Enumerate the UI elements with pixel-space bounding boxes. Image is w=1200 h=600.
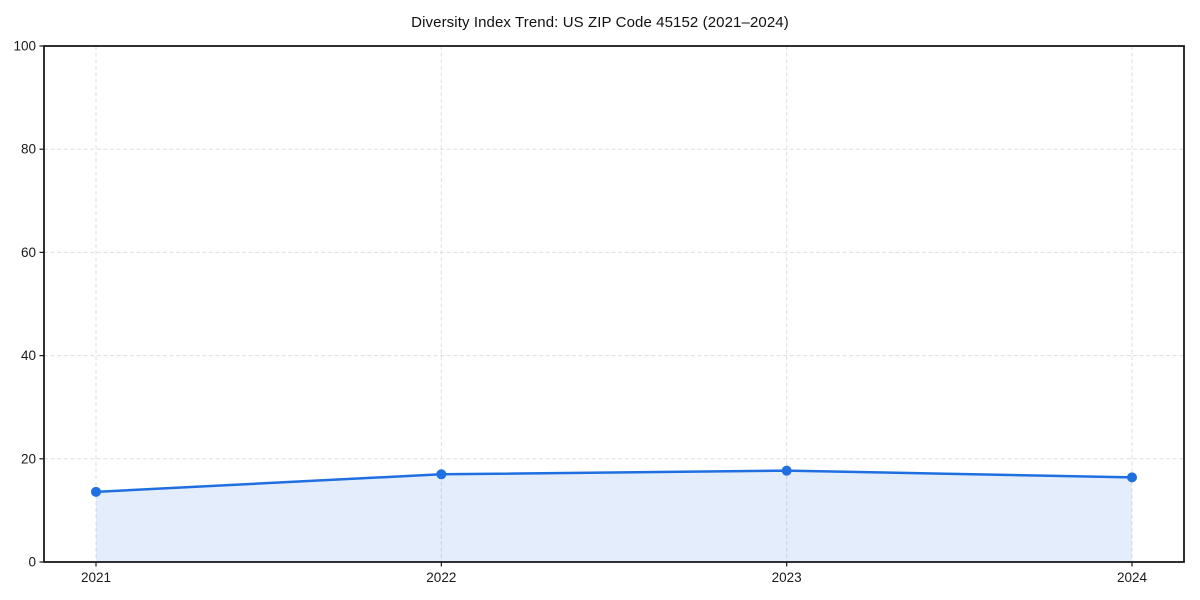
data-point	[436, 469, 447, 480]
x-tick-label: 2021	[81, 570, 111, 585]
chart-title: Diversity Index Trend: US ZIP Code 45152…	[411, 14, 789, 31]
x-tick-label: 2023	[772, 570, 802, 585]
area-fill	[96, 470, 1132, 562]
y-tick-label: 0	[28, 555, 36, 570]
y-tick-label: 40	[21, 348, 36, 363]
data-point	[1127, 472, 1137, 483]
plot-border	[43, 45, 1185, 563]
y-tick-label: 20	[21, 451, 36, 466]
data-point	[91, 486, 101, 497]
data-point	[781, 465, 792, 476]
y-tick-label: 100	[13, 39, 36, 54]
trend-line	[94, 469, 1134, 494]
y-tick-label: 80	[21, 142, 36, 157]
y-tick-label: 60	[21, 245, 36, 260]
x-tick-label: 2024	[1117, 570, 1148, 585]
x-tick-label: 2022	[426, 570, 456, 585]
